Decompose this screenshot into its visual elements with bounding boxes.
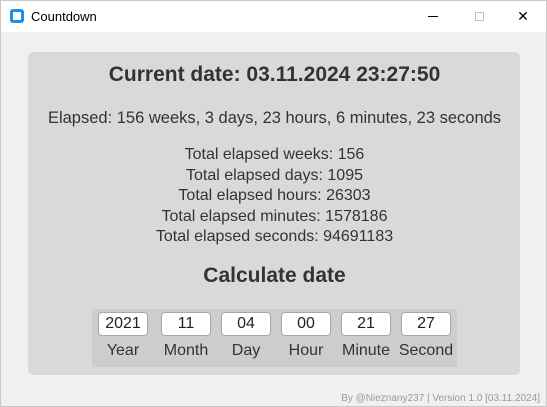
maximize-icon (474, 12, 484, 21)
hour-field-group: Hour (276, 312, 336, 360)
total-seconds: Total elapsed seconds: 94691183 (155, 228, 394, 245)
window-title: Countdown (31, 9, 97, 24)
version-footer: By @Nieznany237 | Version 1.0 [03.11.202… (341, 393, 540, 404)
close-button[interactable]: ✕ (500, 1, 546, 32)
second-field-group: Second (396, 312, 456, 360)
total-days: Total elapsed days: 1095 (185, 166, 363, 184)
second-input[interactable] (401, 312, 451, 336)
minute-label: Minute (341, 342, 391, 359)
total-weeks: Total elapsed weeks: 156 (184, 146, 365, 163)
current-date-heading: Current date: 03.11.2024 23:27:50 (108, 63, 441, 86)
hour-label: Hour (288, 342, 324, 359)
app-icon (10, 9, 24, 23)
minute-field-group: Minute (336, 312, 396, 360)
day-label: Day (231, 342, 261, 359)
month-field-group: Month (156, 312, 216, 360)
minute-input[interactable] (341, 312, 391, 336)
title-bar[interactable]: Countdown ✕ (1, 1, 546, 32)
maximize-button[interactable] (456, 1, 502, 32)
minimize-icon (428, 16, 438, 17)
month-label: Month (163, 342, 209, 359)
minimize-button[interactable] (410, 1, 456, 32)
day-input[interactable] (221, 312, 271, 336)
year-label: Year (106, 342, 140, 359)
second-label: Second (398, 342, 454, 359)
year-input[interactable] (98, 312, 148, 336)
totals-list: Total elapsed weeks: 156 Total elapsed d… (1, 145, 547, 248)
hour-input[interactable] (281, 312, 331, 336)
elapsed-summary: Elapsed: 156 weeks, 3 days, 23 hours, 6 … (47, 109, 502, 127)
total-hours: Total elapsed hours: 26303 (178, 187, 371, 204)
close-icon: ✕ (517, 8, 529, 25)
year-field-group: Year (93, 312, 153, 360)
day-field-group: Day (216, 312, 276, 360)
total-minutes: Total elapsed minutes: 1578186 (161, 207, 388, 225)
calculate-date-heading: Calculate date (203, 264, 346, 287)
date-input-row (92, 309, 457, 367)
month-input[interactable] (161, 312, 211, 336)
